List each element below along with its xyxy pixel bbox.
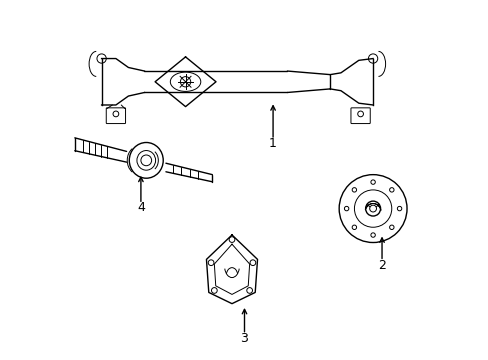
Circle shape — [369, 205, 376, 212]
Text: 4: 4 — [137, 202, 144, 215]
Text: 3: 3 — [240, 332, 248, 345]
Text: 1: 1 — [268, 137, 276, 150]
Text: 2: 2 — [377, 258, 385, 271]
